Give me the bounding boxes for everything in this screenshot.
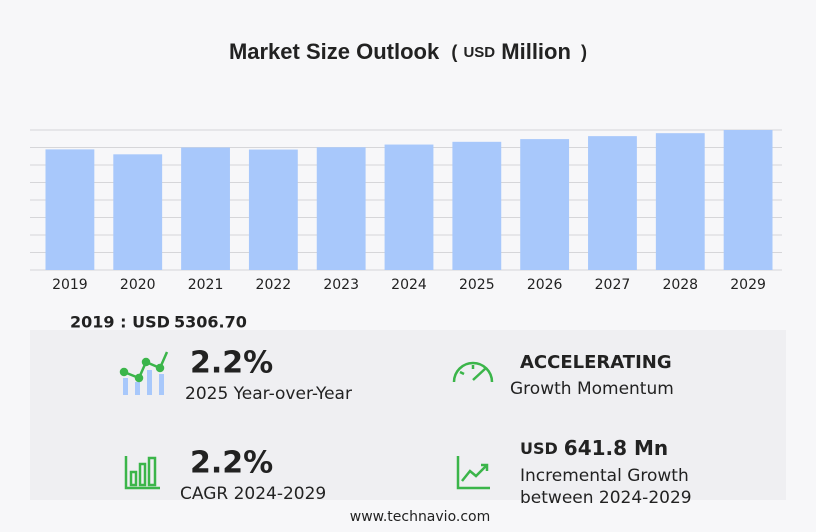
- x-tick-label: 2029: [730, 277, 766, 293]
- bar: [723, 130, 773, 270]
- icon-increment: [456, 456, 490, 490]
- x-tick-label: 2021: [188, 277, 224, 293]
- kpi-label: Incremental Growth: [520, 466, 689, 486]
- kpi-value: ACCELERATING: [520, 352, 672, 373]
- kpi-value: 2.2%: [190, 446, 273, 481]
- x-tick-label: 2025: [459, 277, 495, 293]
- kpi-value: 2.2%: [190, 346, 273, 381]
- bar: [181, 147, 230, 270]
- icon-yoy: [119, 351, 169, 395]
- bar: [655, 133, 705, 270]
- x-tick-label: 2020: [120, 277, 156, 293]
- bar: [316, 147, 366, 270]
- bar: [113, 154, 163, 270]
- x-tick-label: 2028: [662, 277, 698, 293]
- kpi-value-number: 641.8 Mn: [564, 436, 668, 460]
- bar: [452, 141, 502, 270]
- bar: [588, 136, 637, 270]
- kpi-label: 2025 Year-over-Year: [185, 384, 352, 404]
- x-tick-label: 2019: [52, 277, 88, 293]
- unit-name: Million: [501, 39, 571, 64]
- x-tick-label: 2027: [595, 277, 631, 293]
- x-tick-label: 2023: [323, 277, 359, 293]
- highlight-value: 5306.70: [174, 313, 247, 332]
- footer: www.technavio.com: [350, 509, 491, 525]
- chart-title: Market Size Outlook ( USD Million ): [229, 39, 587, 64]
- bar: [248, 149, 298, 270]
- bar: [520, 139, 570, 270]
- kpi-label: between 2024-2029: [520, 488, 692, 508]
- plot: 2019 2020 2021 2022 2023 2024 2025 2026 2027 2028…: [30, 129, 782, 293]
- x-tick-label: 2022: [256, 277, 292, 293]
- icon-gauge: [452, 361, 494, 383]
- unit-currency: USD: [463, 44, 495, 61]
- kpi-value: USD 641.8 Mn: [520, 436, 668, 460]
- kpi-label: Growth Momentum: [510, 379, 674, 399]
- icon-cagr: [124, 456, 160, 490]
- bar: [384, 144, 434, 270]
- x-tick-label: 2026: [527, 277, 563, 293]
- unit-paren: (: [451, 42, 457, 62]
- bar: [45, 149, 95, 270]
- unit-paren: ): [581, 42, 587, 62]
- kpi-unit: USD: [520, 439, 558, 458]
- title-text: Market Size Outlook: [229, 39, 440, 64]
- kpi-label: CAGR 2024-2029: [180, 484, 326, 504]
- x-tick-label: 2024: [391, 277, 427, 293]
- highlight-label: 2019 : USD: [70, 313, 170, 332]
